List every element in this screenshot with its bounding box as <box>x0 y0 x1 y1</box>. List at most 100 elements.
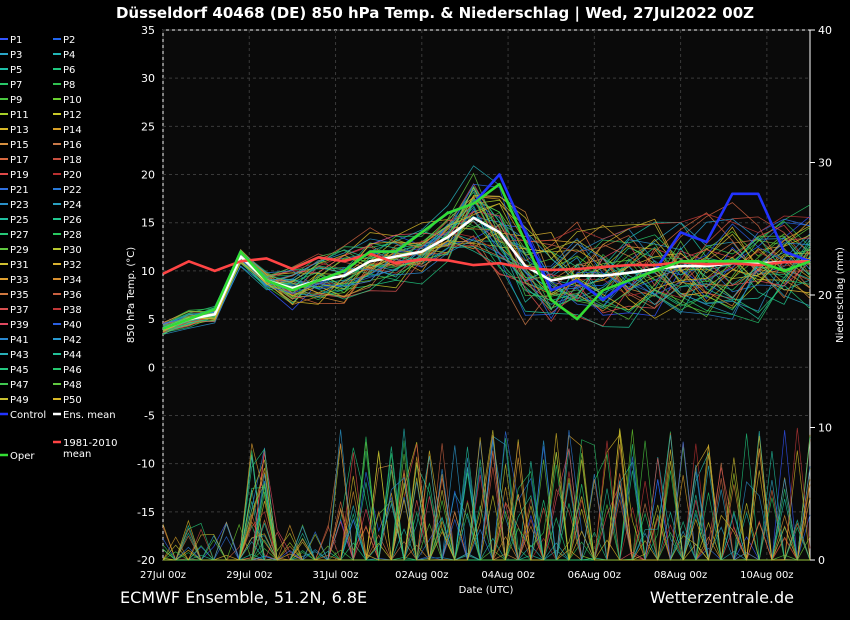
member-p50 <box>162 203 811 562</box>
svg-text:P16: P16 <box>63 140 82 151</box>
legend-entry-p7: P7 <box>0 80 22 91</box>
legend-entry-p10: P10 <box>53 95 82 106</box>
legend-entry-p50: P50 <box>53 395 82 406</box>
legend-entry-p49: P49 <box>0 395 29 406</box>
legend-entry-p37: P37 <box>0 305 29 316</box>
legend-entry-p41: P41 <box>0 335 29 346</box>
y-tick-label: -15 <box>137 506 155 519</box>
svg-text:P34: P34 <box>63 275 82 286</box>
series-oper <box>162 182 811 330</box>
svg-text:P23: P23 <box>10 200 29 211</box>
legend-entry-p34: P34 <box>53 275 82 286</box>
svg-text:Control: Control <box>10 410 46 421</box>
svg-text:P11: P11 <box>10 110 29 121</box>
legend-entry-p12: P12 <box>53 110 82 121</box>
svg-text:P30: P30 <box>63 245 82 256</box>
legend-entry-p5: P5 <box>0 65 22 76</box>
legend-entry-p9: P9 <box>0 95 22 106</box>
legend-entry-p45: P45 <box>0 365 29 376</box>
x-tick-label: 06Aug 00z <box>568 570 621 581</box>
svg-text:P4: P4 <box>63 50 75 61</box>
svg-text:P27: P27 <box>10 230 29 241</box>
x-tick-label: 08Aug 00z <box>654 570 707 581</box>
legend-entry-p6: P6 <box>53 65 75 76</box>
legend: P1 P2 P3 P4 P5 P6 P7 P8 P9 P10 P11 P12 P13 P14 P15 P16 P… <box>0 35 118 462</box>
svg-text:P39: P39 <box>10 320 29 331</box>
legend-entry-p18: P18 <box>53 155 82 166</box>
svg-text:P45: P45 <box>10 365 29 376</box>
x-tick-label: 31Jul 00z <box>313 570 359 581</box>
legend-entry-p36: P36 <box>53 290 82 301</box>
y-tick-label: 30 <box>141 72 155 85</box>
axes: -20 -15 -10 -5 0 5 10 15 20 25 30 35 0 10 20 30 40 27Jul … <box>137 24 832 581</box>
svg-text:P38: P38 <box>63 305 82 316</box>
svg-text:P25: P25 <box>10 215 29 226</box>
y-axis-label: 850 hPa Temp. (°C) <box>126 247 137 343</box>
svg-text:P5: P5 <box>10 65 22 76</box>
y-tick-label: -20 <box>137 554 155 567</box>
svg-text:P33: P33 <box>10 275 29 286</box>
legend-entry-p40: P40 <box>53 320 82 331</box>
y-tick-label: 0 <box>148 361 155 374</box>
legend-entry-p22: P22 <box>53 185 82 196</box>
source-caption: ECMWF Ensemble, 51.2N, 6.8E <box>120 588 368 607</box>
svg-text:P32: P32 <box>63 260 82 271</box>
svg-text:P24: P24 <box>63 200 82 211</box>
legend-entry-p38: P38 <box>53 305 82 316</box>
legend-entry-ens-mean: Ens. mean <box>53 410 116 421</box>
svg-text:P15: P15 <box>10 140 29 151</box>
legend-entry-p42: P42 <box>53 335 82 346</box>
y2-tick-label: 10 <box>818 422 832 435</box>
svg-text:P43: P43 <box>10 350 29 361</box>
x-tick-label: 02Aug 00z <box>395 570 448 581</box>
svg-text:P36: P36 <box>63 290 82 301</box>
legend-entry-p31: P31 <box>0 260 29 271</box>
svg-text:Oper: Oper <box>10 451 35 462</box>
legend-entry-p24: P24 <box>53 200 82 211</box>
x-tick-label: 29Jul 00z <box>226 570 272 581</box>
svg-text:P6: P6 <box>63 65 75 76</box>
svg-text:P29: P29 <box>10 245 29 256</box>
svg-text:P28: P28 <box>63 230 82 241</box>
x-tick-label: 04Aug 00z <box>481 570 534 581</box>
svg-text:P40: P40 <box>63 320 82 331</box>
svg-text:P35: P35 <box>10 290 29 301</box>
svg-text:P14: P14 <box>63 125 82 136</box>
legend-entry-p30: P30 <box>53 245 82 256</box>
svg-text:P19: P19 <box>10 170 29 181</box>
y-tick-label: 10 <box>141 265 155 278</box>
x-tick-label: 10Aug 00z <box>740 570 793 581</box>
svg-text:P44: P44 <box>63 350 82 361</box>
legend-entry-p16: P16 <box>53 140 82 151</box>
legend-entry-p21: P21 <box>0 185 29 196</box>
website-caption: Wetterzentrale.de <box>649 588 794 607</box>
y2-tick-label: 30 <box>818 157 832 170</box>
legend-entry-p44: P44 <box>53 350 82 361</box>
series-1981-2010-mean <box>162 252 811 275</box>
y2-tick-label: 0 <box>818 554 825 567</box>
y-tick-label: -10 <box>137 458 155 471</box>
y-tick-label: 25 <box>141 120 155 133</box>
svg-text:P22: P22 <box>63 185 82 196</box>
legend-entry-p1: P1 <box>0 35 22 46</box>
svg-text:Ens. mean: Ens. mean <box>63 410 116 421</box>
legend-entry-p13: P13 <box>0 125 29 136</box>
svg-text:P1: P1 <box>10 35 22 46</box>
svg-text:P31: P31 <box>10 260 29 271</box>
svg-text:P42: P42 <box>63 335 82 346</box>
svg-text:P10: P10 <box>63 95 82 106</box>
y-tick-label: 5 <box>148 313 155 326</box>
y2-tick-label: 40 <box>818 24 832 37</box>
main-series <box>162 173 811 330</box>
legend-entry-p26: P26 <box>53 215 82 226</box>
legend-entry-p23: P23 <box>0 200 29 211</box>
y-tick-label: 35 <box>141 24 155 37</box>
svg-text:P18: P18 <box>63 155 82 166</box>
legend-entry-p19: P19 <box>0 170 29 181</box>
svg-text:P13: P13 <box>10 125 29 136</box>
svg-text:P9: P9 <box>10 95 22 106</box>
legend-entry-1981-2010-mean: 1981-2010 mean <box>53 438 118 460</box>
legend-entry-p27: P27 <box>0 230 29 241</box>
